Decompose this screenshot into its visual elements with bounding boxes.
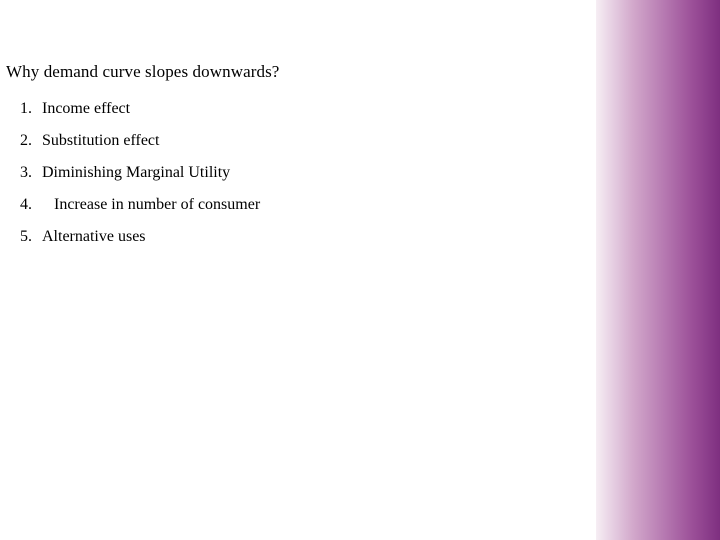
list-text: Substitution effect (42, 132, 580, 150)
list-text: Alternative uses (42, 228, 580, 246)
list-number: 1. (6, 100, 42, 118)
list-text: Diminishing Marginal Utility (42, 164, 580, 182)
list-number: 5. (6, 228, 42, 246)
list-item: 1. Income effect (6, 100, 580, 118)
list-number: 3. (6, 164, 42, 182)
slide-heading: Why demand curve slopes downwards? (6, 62, 580, 82)
list-text: Income effect (42, 100, 580, 118)
slide-content: Why demand curve slopes downwards? 1. In… (6, 62, 580, 260)
list-item: 3. Diminishing Marginal Utility (6, 164, 580, 182)
list-item: 4. Increase in number of consumer (6, 196, 580, 214)
list-item: 2. Substitution effect (6, 132, 580, 150)
list-number: 4. (6, 196, 42, 214)
decorative-gradient-strip (596, 0, 720, 540)
list-number: 2. (6, 132, 42, 150)
list-text: Increase in number of consumer (42, 196, 580, 214)
list-item: 5. Alternative uses (6, 228, 580, 246)
reasons-list: 1. Income effect 2. Substitution effect … (6, 100, 580, 246)
